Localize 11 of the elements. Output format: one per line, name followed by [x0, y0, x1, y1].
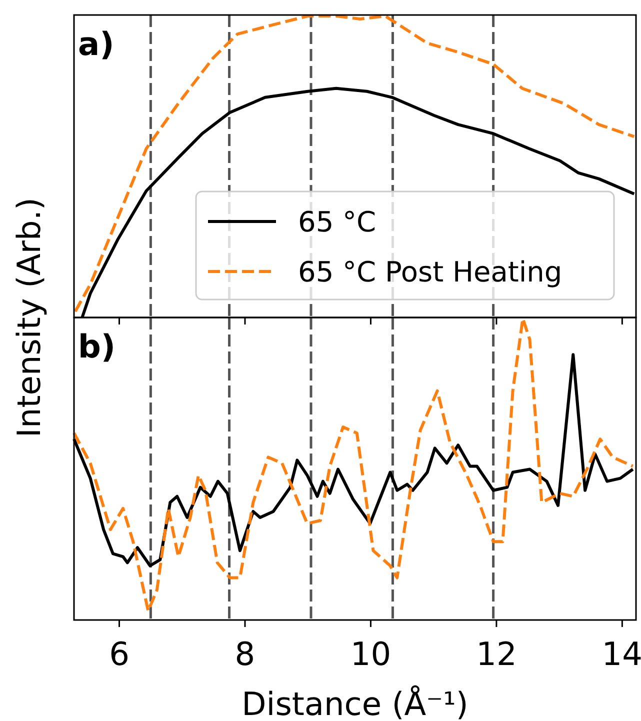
- legend-label: 65 °C Post Heating: [298, 256, 562, 288]
- x-tick-label: 10: [350, 635, 392, 673]
- x-tick-label: 8: [234, 635, 256, 673]
- x-tick-label: 12: [476, 635, 517, 673]
- x-tick-label: 14: [602, 635, 641, 673]
- annotation: b): [78, 328, 116, 366]
- annotation: a): [78, 25, 114, 63]
- x-axis-title: Distance (Å⁻¹): [242, 685, 468, 721]
- legend-label: 65 °C: [298, 206, 376, 238]
- y-axis-title: Intensity (Arb.): [10, 198, 48, 438]
- x-tick-label: 6: [109, 635, 130, 673]
